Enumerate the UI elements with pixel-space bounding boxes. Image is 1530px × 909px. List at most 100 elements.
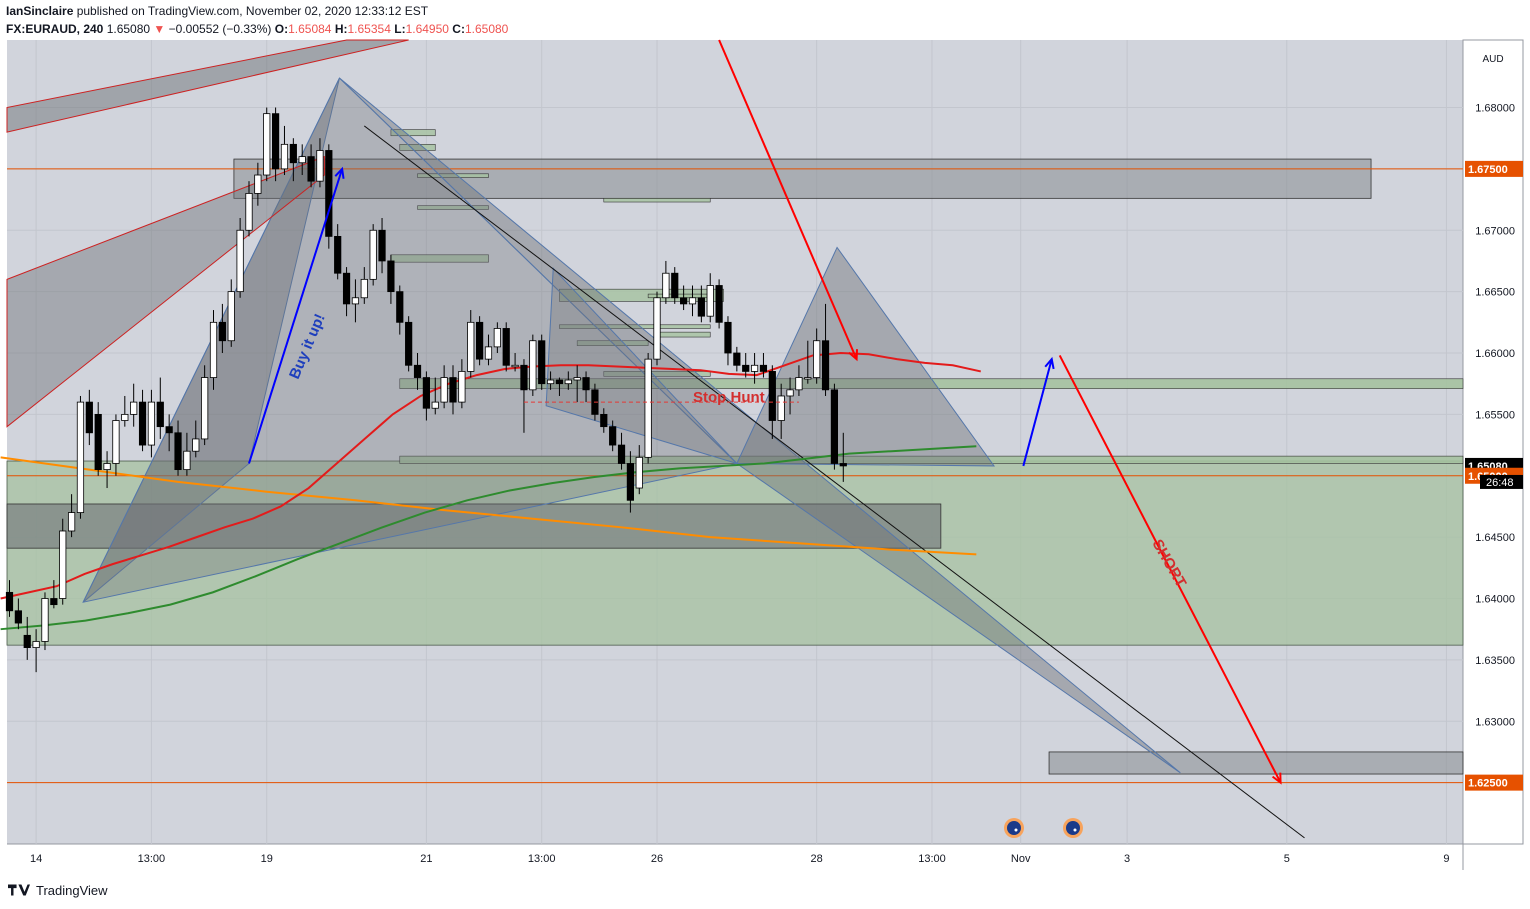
- candle[interactable]: [263, 107, 271, 182]
- candle[interactable]: [103, 451, 111, 489]
- candle[interactable]: [396, 285, 404, 335]
- candle[interactable]: [201, 365, 209, 446]
- candle[interactable]: [804, 340, 812, 384]
- candle[interactable]: [431, 377, 439, 415]
- candle[interactable]: [405, 316, 413, 372]
- candle[interactable]: [342, 267, 351, 317]
- candle[interactable]: [573, 365, 581, 403]
- candle[interactable]: [280, 125, 289, 176]
- candle[interactable]: [715, 279, 723, 329]
- candle[interactable]: [662, 260, 670, 304]
- candle[interactable]: [307, 144, 315, 188]
- candle[interactable]: [777, 383, 785, 439]
- candle[interactable]: [183, 432, 191, 476]
- candle[interactable]: [227, 279, 235, 347]
- blue-arrow-up[interactable]: [1022, 356, 1055, 467]
- candle[interactable]: [378, 217, 386, 274]
- candle[interactable]: [174, 420, 182, 476]
- candle[interactable]: [511, 353, 519, 372]
- author-name[interactable]: IanSinclaire: [6, 4, 74, 18]
- candle[interactable]: [680, 285, 688, 311]
- candle[interactable]: [138, 389, 147, 452]
- candle[interactable]: [413, 353, 422, 390]
- candle[interactable]: [316, 138, 324, 188]
- candle[interactable]: [626, 451, 635, 513]
- candle[interactable]: [165, 414, 173, 452]
- candle[interactable]: [32, 629, 40, 673]
- candle[interactable]: [14, 598, 22, 630]
- candle[interactable]: [112, 414, 120, 476]
- candle[interactable]: [369, 224, 377, 286]
- candle[interactable]: [422, 371, 430, 421]
- candle[interactable]: [813, 328, 821, 384]
- short-arrow[interactable]: [1058, 355, 1282, 785]
- candle[interactable]: [821, 303, 830, 396]
- candle[interactable]: [440, 365, 448, 409]
- candle[interactable]: [538, 334, 546, 390]
- candle[interactable]: [493, 322, 501, 354]
- small-box[interactable]: [603, 371, 711, 377]
- candle[interactable]: [467, 310, 475, 378]
- red-arrow-down[interactable]: [718, 39, 859, 362]
- candle[interactable]: [5, 580, 14, 617]
- candle[interactable]: [50, 580, 58, 609]
- demand-zone[interactable]: [6, 460, 1464, 646]
- candle[interactable]: [750, 353, 759, 384]
- candle[interactable]: [564, 371, 572, 390]
- buy-arrow[interactable]: [248, 166, 345, 464]
- candle[interactable]: [546, 371, 555, 390]
- candle[interactable]: [85, 389, 93, 446]
- tradingview-footer[interactable]: TradingView: [8, 880, 108, 900]
- candle[interactable]: [449, 365, 457, 415]
- candle[interactable]: [733, 346, 741, 372]
- candle[interactable]: [653, 291, 661, 366]
- candle[interactable]: [600, 408, 608, 433]
- candle[interactable]: [742, 353, 750, 378]
- candle[interactable]: [786, 377, 794, 415]
- candle[interactable]: [360, 267, 368, 304]
- candle[interactable]: [334, 224, 342, 280]
- candle[interactable]: [23, 616, 31, 660]
- candle[interactable]: [218, 303, 226, 354]
- candle[interactable]: [795, 365, 803, 396]
- candle[interactable]: [325, 144, 333, 249]
- candle[interactable]: [688, 285, 697, 317]
- candle[interactable]: [147, 389, 156, 458]
- candle[interactable]: [520, 359, 528, 433]
- candle[interactable]: [458, 359, 466, 409]
- candle[interactable]: [94, 402, 102, 476]
- candle[interactable]: [617, 432, 626, 470]
- candle[interactable]: [476, 316, 484, 366]
- candle[interactable]: [192, 420, 200, 458]
- trend-line[interactable]: [363, 125, 1305, 839]
- small-box[interactable]: [417, 205, 489, 210]
- candle[interactable]: [130, 383, 138, 427]
- candle[interactable]: [59, 518, 67, 605]
- candle[interactable]: [271, 107, 280, 182]
- small-box[interactable]: [390, 129, 436, 137]
- candle[interactable]: [76, 395, 85, 519]
- candle[interactable]: [671, 267, 679, 304]
- candle[interactable]: [644, 353, 652, 464]
- candle[interactable]: [67, 494, 76, 538]
- candle[interactable]: [529, 334, 537, 396]
- candle[interactable]: [156, 377, 164, 439]
- event-flag-icon[interactable]: [1063, 818, 1083, 838]
- candle[interactable]: [351, 279, 360, 323]
- candle[interactable]: [635, 445, 643, 495]
- candle[interactable]: [830, 383, 839, 470]
- supply-zone[interactable]: [233, 158, 1372, 199]
- candle[interactable]: [387, 254, 395, 304]
- candle[interactable]: [555, 377, 564, 396]
- target-zone[interactable]: [1048, 751, 1464, 775]
- pattern-triangle-rhs[interactable]: [736, 246, 996, 467]
- thin-zone-lower[interactable]: [399, 455, 1464, 464]
- candle[interactable]: [298, 144, 306, 176]
- event-flag-icon[interactable]: [1004, 818, 1024, 838]
- candle[interactable]: [724, 316, 732, 366]
- candle[interactable]: [236, 217, 244, 298]
- wedge-mid[interactable]: [6, 155, 325, 428]
- candle[interactable]: [254, 162, 262, 206]
- candle[interactable]: [609, 420, 617, 452]
